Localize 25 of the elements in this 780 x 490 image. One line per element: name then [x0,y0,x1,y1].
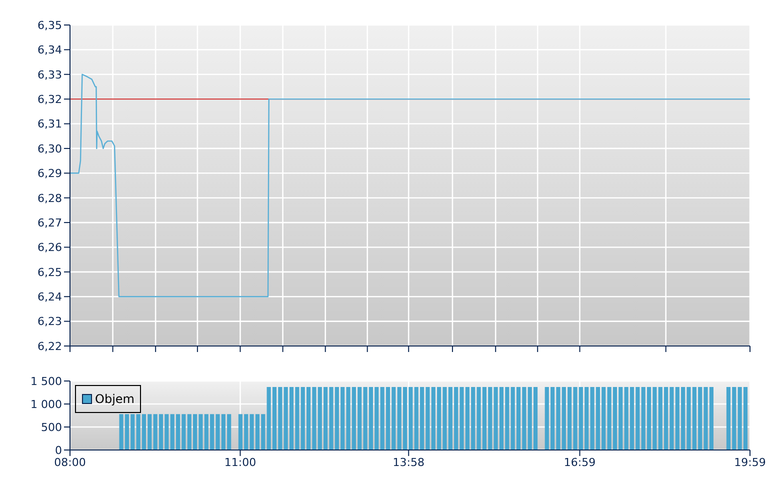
y-tick-label: 6,24 [38,290,62,304]
x-tick-label: 11:00 [224,456,256,469]
series-label: Objem [95,392,134,406]
y-tick-label: 6,33 [38,68,62,82]
y-tick-label: 6,25 [38,266,62,279]
y-tick-label: 0 [55,444,62,457]
y-tick-label: 6,26 [38,241,62,254]
x-tick-label: 13:58 [392,456,424,469]
line-series [70,74,750,298]
x-tick-label: 19:59 [734,456,766,469]
y-tick-label: 6,28 [38,192,62,205]
y-tick-label: 500 [41,420,62,434]
x-tick-label: 16:59 [564,456,596,469]
y-tick-label: 6,27 [38,216,62,230]
y-tick-label: 6,31 [38,118,62,131]
y-tick-label: 6,32 [38,92,62,106]
y-tick-label: 6,22 [38,340,62,353]
y-tick-label: 6,34 [38,44,62,57]
y-tick-label: 6,29 [38,167,62,180]
x-tick-label: 08:00 [54,456,86,469]
y-tick-label: 1 500 [30,374,62,388]
y-tick-label: 6,35 [38,18,62,32]
y-tick-label: 6,30 [38,142,62,156]
y-tick-label: 6,23 [38,315,62,328]
y-tick-label: 1 000 [30,398,62,411]
